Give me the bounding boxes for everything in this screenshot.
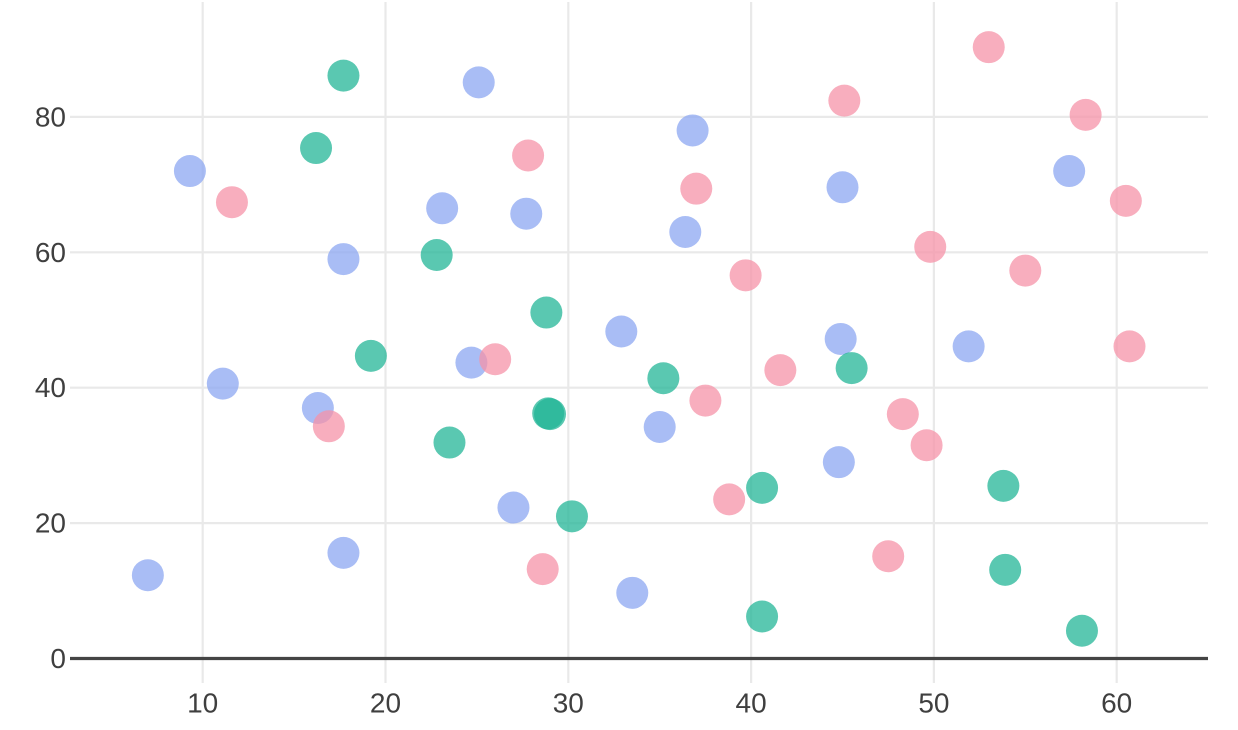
data-point-pink[interactable] (512, 139, 545, 172)
x-tick-label-20: 20 (370, 688, 401, 719)
y-tick-label-60: 60 (35, 237, 66, 268)
data-point-blue[interactable] (206, 367, 239, 400)
data-point-green[interactable] (327, 59, 360, 92)
data-point-pink[interactable] (713, 483, 746, 516)
data-point-pink[interactable] (886, 398, 919, 431)
data-point-blue[interactable] (669, 215, 702, 248)
x-tick-label-30: 30 (553, 688, 584, 719)
x-tick-label-50: 50 (918, 688, 949, 719)
data-point-pink[interactable] (872, 540, 905, 573)
data-point-blue[interactable] (826, 171, 859, 204)
data-point-blue[interactable] (605, 315, 638, 348)
data-point-blue[interactable] (822, 446, 855, 479)
data-point-green[interactable] (647, 362, 680, 395)
data-point-blue[interactable] (462, 66, 495, 99)
data-point-pink[interactable] (479, 343, 512, 376)
data-point-pink[interactable] (680, 172, 713, 205)
y-tick-label-40: 40 (35, 372, 66, 403)
data-point-green[interactable] (555, 500, 588, 533)
data-point-pink[interactable] (910, 429, 943, 462)
data-point-green[interactable] (530, 296, 563, 329)
data-point-pink[interactable] (689, 384, 722, 417)
data-point-blue[interactable] (497, 491, 530, 524)
data-point-blue[interactable] (510, 197, 543, 230)
x-tick-label-60: 60 (1101, 688, 1132, 719)
data-point-blue[interactable] (1053, 155, 1086, 188)
data-point-green[interactable] (1065, 614, 1098, 647)
x-tick-label-40: 40 (736, 688, 767, 719)
data-point-blue[interactable] (455, 346, 488, 379)
data-point-blue[interactable] (131, 559, 164, 592)
data-point-green[interactable] (835, 352, 868, 385)
data-point-green[interactable] (300, 132, 333, 165)
data-point-pink[interactable] (828, 84, 861, 117)
y-tick-label-80: 80 (35, 101, 66, 132)
data-point-green[interactable] (354, 339, 387, 372)
data-point-pink[interactable] (914, 230, 947, 263)
data-point-blue[interactable] (616, 576, 649, 609)
data-point-blue[interactable] (327, 536, 360, 569)
y-tick-label-20: 20 (35, 508, 66, 539)
data-point-blue[interactable] (824, 322, 857, 355)
data-point-green[interactable] (433, 426, 466, 459)
data-point-green[interactable] (534, 398, 567, 431)
data-point-pink[interactable] (1009, 254, 1042, 287)
data-point-pink[interactable] (526, 553, 559, 586)
data-point-pink[interactable] (215, 186, 248, 219)
data-point-blue[interactable] (952, 330, 985, 363)
data-point-blue[interactable] (426, 192, 459, 225)
data-point-green[interactable] (746, 471, 779, 504)
data-point-pink[interactable] (972, 31, 1005, 64)
data-point-pink[interactable] (312, 410, 345, 443)
data-point-pink[interactable] (1069, 98, 1102, 131)
data-point-pink[interactable] (764, 354, 797, 387)
data-point-blue[interactable] (676, 114, 709, 147)
data-point-pink[interactable] (729, 259, 762, 292)
data-point-green[interactable] (420, 239, 453, 272)
data-point-blue[interactable] (327, 243, 360, 276)
data-point-pink[interactable] (1109, 184, 1142, 217)
x-tick-label-10: 10 (187, 688, 218, 719)
data-point-green[interactable] (746, 600, 779, 633)
y-tick-label-0: 0 (50, 643, 66, 674)
data-point-green[interactable] (987, 469, 1020, 502)
data-point-green[interactable] (989, 553, 1022, 586)
data-point-pink[interactable] (1113, 330, 1146, 363)
data-point-blue[interactable] (173, 155, 206, 188)
data-point-blue[interactable] (643, 410, 676, 443)
